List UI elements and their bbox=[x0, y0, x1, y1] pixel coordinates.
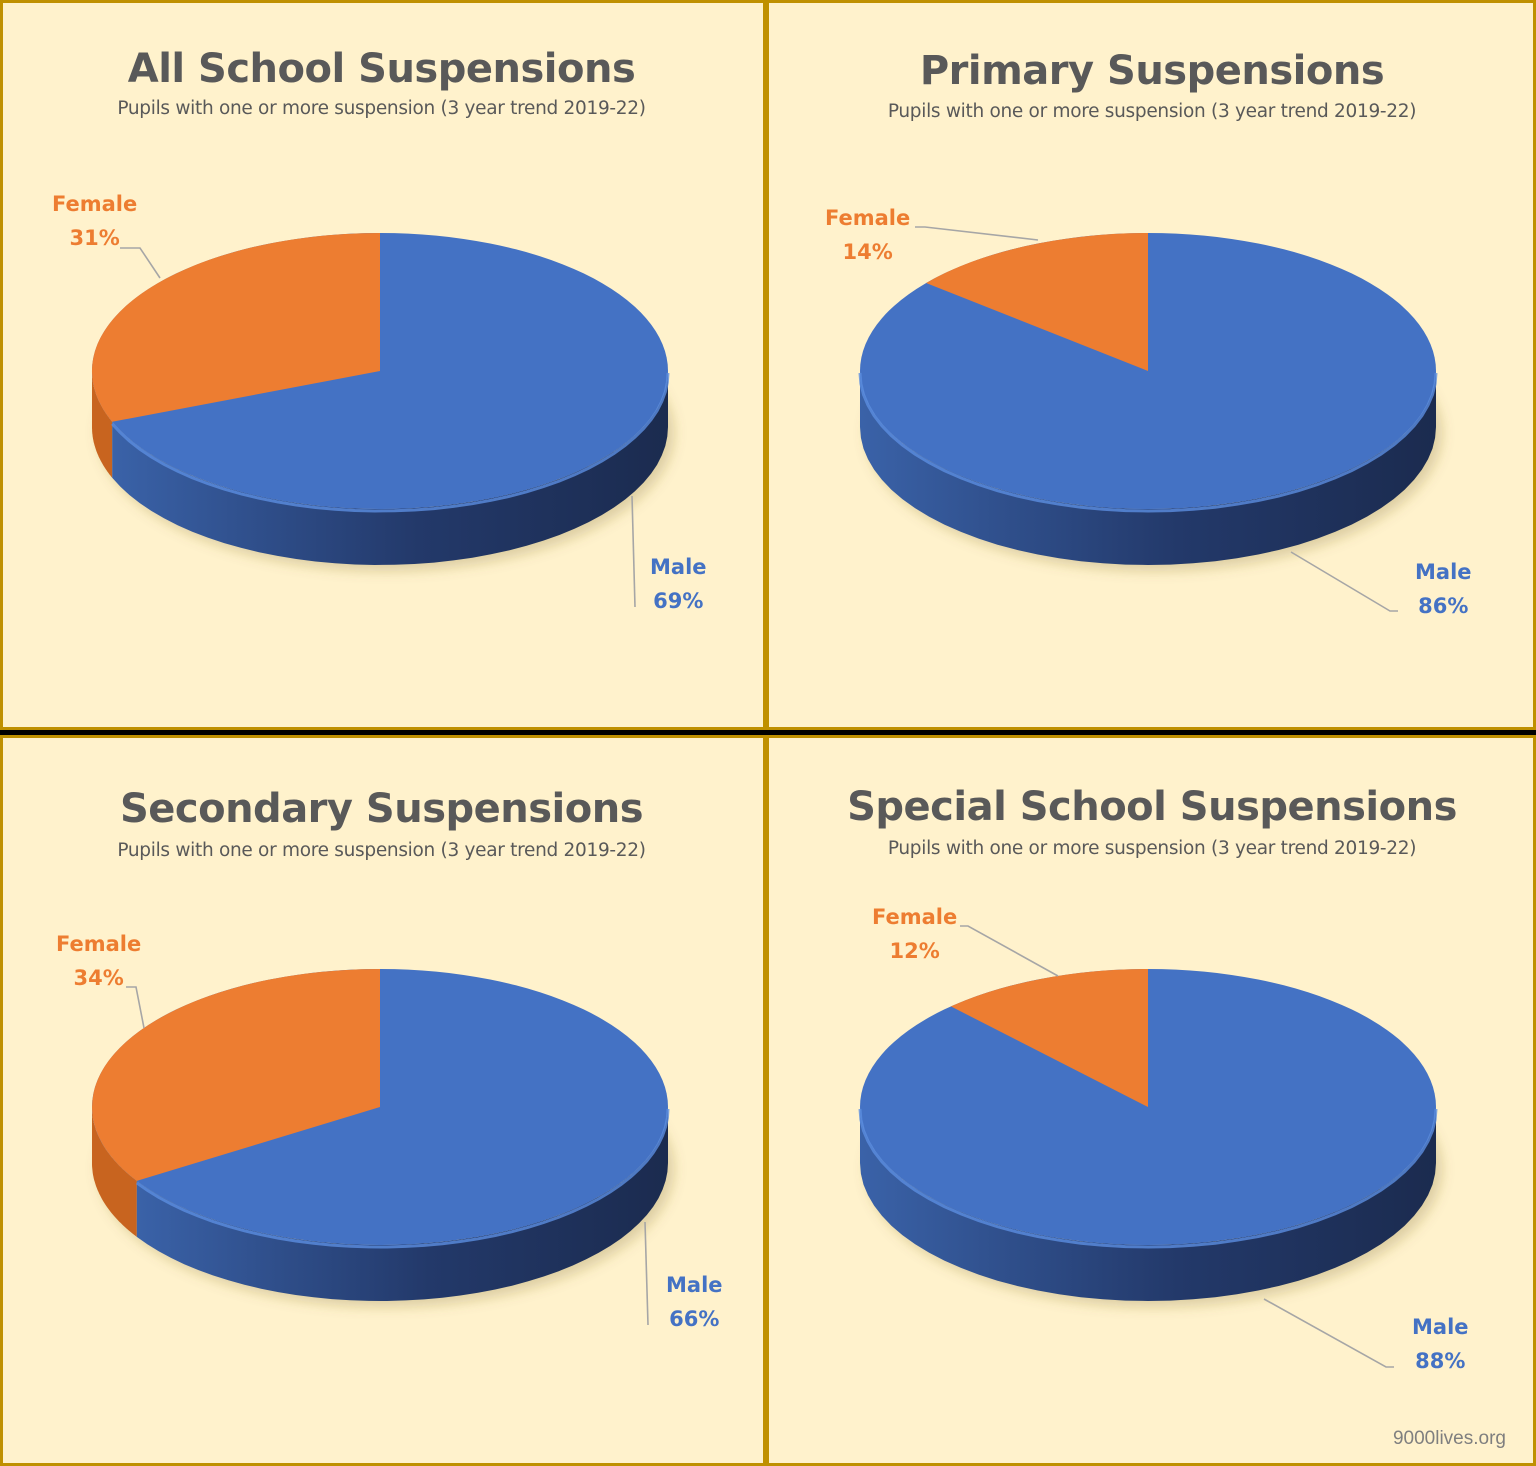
female-data-label: Female 31% bbox=[52, 187, 137, 255]
female-percent: 12% bbox=[889, 939, 940, 963]
female-category-name: Female bbox=[872, 905, 958, 929]
chart-subtitle-special-school: Pupils with one or more suspension (3 ye… bbox=[887, 838, 1417, 859]
male-data-label: Male 86% bbox=[1415, 555, 1472, 623]
male-data-label: Male 88% bbox=[1412, 1310, 1469, 1378]
female-data-label: Female 12% bbox=[872, 900, 957, 968]
female-category-name: Female bbox=[825, 206, 911, 230]
female-data-label: Female 34% bbox=[56, 927, 141, 995]
male-data-label: Male 69% bbox=[650, 550, 707, 618]
male-percent: 69% bbox=[653, 589, 704, 613]
female-category-name: Female bbox=[56, 932, 142, 956]
female-percent: 34% bbox=[73, 966, 124, 990]
chart-subtitle-primary: Pupils with one or more suspension (3 ye… bbox=[887, 101, 1417, 122]
chart-title-all-school: All School Suspensions bbox=[127, 46, 636, 92]
male-percent: 86% bbox=[1418, 594, 1469, 618]
female-percent: 14% bbox=[842, 240, 893, 264]
female-category-name: Female bbox=[52, 192, 138, 216]
chart-title-primary: Primary Suspensions bbox=[919, 48, 1385, 94]
chart-title-special-school: Special School Suspensions bbox=[847, 784, 1457, 830]
watermark: 9000lives.org bbox=[1392, 1428, 1506, 1449]
male-category-name: Male bbox=[1412, 1315, 1469, 1339]
male-percent: 88% bbox=[1415, 1349, 1466, 1373]
chart-subtitle-all-school: Pupils with one or more suspension (3 ye… bbox=[117, 98, 646, 119]
male-category-name: Male bbox=[666, 1273, 723, 1297]
male-percent: 66% bbox=[669, 1307, 720, 1331]
male-category-name: Male bbox=[650, 555, 707, 579]
female-percent: 31% bbox=[69, 226, 120, 250]
female-data-label: Female 14% bbox=[825, 201, 910, 269]
chart-subtitle-secondary: Pupils with one or more suspension (3 ye… bbox=[117, 840, 646, 861]
male-category-name: Male bbox=[1415, 560, 1472, 584]
chart-title-secondary: Secondary Suspensions bbox=[119, 786, 644, 832]
male-data-label: Male 66% bbox=[666, 1268, 723, 1336]
